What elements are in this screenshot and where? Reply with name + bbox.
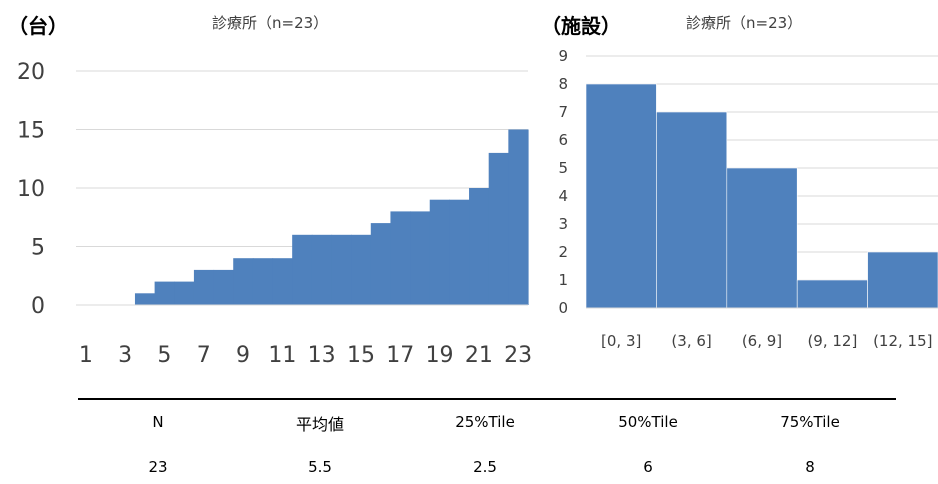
left-bar — [292, 234, 313, 305]
stats-value-p50: 6 — [643, 458, 653, 476]
left-bar — [390, 211, 411, 305]
right-y-tick-label: 6 — [558, 131, 568, 149]
left-bar — [449, 199, 470, 305]
right-y-tick-label: 0 — [558, 299, 568, 317]
right-x-tick-label: (6, 9] — [742, 332, 782, 350]
left-bar — [134, 293, 156, 305]
stats-value-p75: 8 — [805, 458, 815, 476]
left-bar — [469, 188, 490, 305]
left-x-tick-label: 5 — [157, 343, 171, 368]
stats-table-rule — [78, 398, 896, 400]
stats-header-n: N — [152, 413, 164, 431]
left-x-tick-label: 17 — [386, 343, 414, 368]
right-y-tick-label: 3 — [558, 215, 568, 233]
right-chart-title: 診療所（n=23） — [686, 14, 803, 32]
right-y-tick-label: 5 — [558, 159, 568, 177]
left-bar — [311, 234, 333, 305]
right-x-tick-label: (3, 6] — [671, 332, 711, 350]
left-y-tick-label: 15 — [17, 119, 45, 144]
left-bar — [508, 129, 529, 305]
left-unit-label: （台） — [8, 14, 68, 38]
right-y-tick-label: 4 — [558, 187, 568, 205]
stats-header-mean: 平均値 — [295, 415, 344, 434]
left-chart-title: 診療所（n=23） — [212, 14, 329, 32]
left-bar — [174, 281, 195, 305]
right-x-tick-label: [0, 3] — [601, 332, 641, 350]
right-y-tick-label: 1 — [558, 271, 568, 289]
right-y-tick-label: 8 — [558, 75, 568, 93]
left-bar — [272, 258, 293, 305]
left-bar — [331, 234, 352, 305]
right-x-tick-label: (9, 12] — [807, 332, 857, 350]
left-bar — [233, 258, 254, 305]
right-unit-label: （施設） — [541, 14, 621, 38]
right-bar — [796, 279, 868, 309]
left-x-tick-label: 23 — [504, 343, 532, 368]
left-y-tick-label: 20 — [17, 60, 45, 85]
left-y-tick-label: 0 — [31, 294, 45, 319]
stats-value-mean: 5.5 — [308, 458, 332, 476]
stats-value-n: 23 — [148, 458, 168, 476]
right-y-tick-label: 7 — [558, 103, 568, 121]
left-x-tick-label: 3 — [118, 343, 132, 368]
left-x-tick-label: 9 — [236, 343, 250, 368]
left-bar — [488, 152, 509, 305]
left-x-tick-label: 15 — [347, 343, 375, 368]
left-bar — [193, 269, 215, 305]
stats-header-p50: 50%Tile — [618, 413, 678, 431]
left-bar — [154, 281, 175, 305]
left-bar — [410, 211, 431, 305]
right-bar — [726, 167, 798, 309]
stats-header-p25: 25%Tile — [455, 413, 515, 431]
left-bar — [351, 234, 372, 305]
left-y-tick-label: 5 — [31, 236, 45, 261]
stats-header-p75: 75%Tile — [780, 413, 840, 431]
left-y-tick-label: 10 — [17, 177, 45, 202]
left-bar — [370, 223, 392, 305]
left-x-tick-label: 11 — [268, 343, 296, 368]
right-y-tick-label: 2 — [558, 243, 568, 261]
left-x-tick-label: 21 — [465, 343, 493, 368]
right-bar — [585, 83, 657, 309]
left-x-tick-label: 7 — [197, 343, 211, 368]
left-bar — [252, 258, 274, 305]
left-x-tick-label: 19 — [426, 343, 454, 368]
right-bar — [656, 111, 728, 309]
left-bar — [213, 269, 234, 305]
left-x-tick-label: 1 — [79, 343, 93, 368]
right-y-tick-label: 9 — [558, 47, 568, 65]
right-bar — [867, 251, 938, 309]
stats-value-p25: 2.5 — [473, 458, 497, 476]
left-bar — [429, 199, 450, 305]
left-x-tick-label: 13 — [308, 343, 336, 368]
right-x-tick-label: (12, 15] — [873, 332, 932, 350]
